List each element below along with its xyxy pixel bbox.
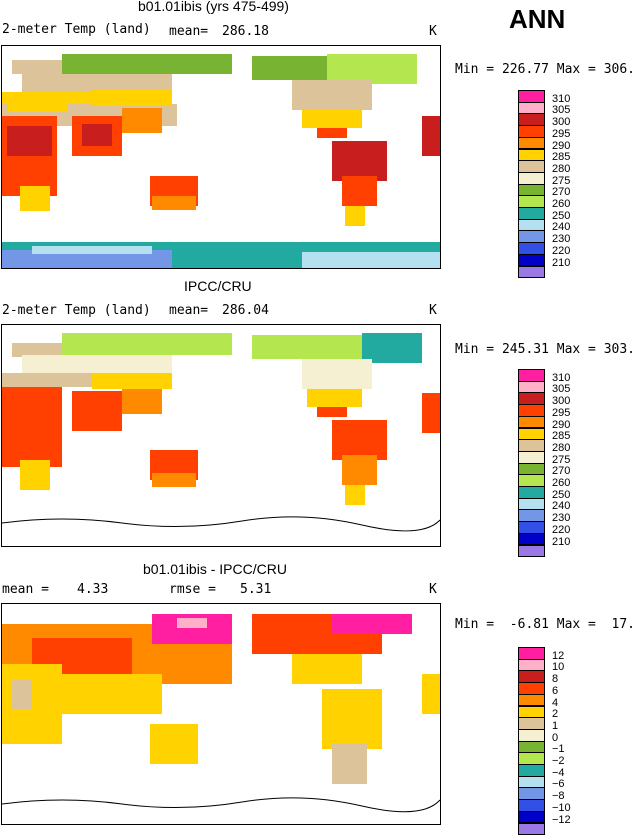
colorbar-label: 310 — [552, 372, 570, 384]
panel3-title: b01.01ibis - IPCC/CRU — [143, 561, 287, 577]
panel3-rmse-value: 5.31 — [240, 582, 271, 597]
colorbar-label: 305 — [552, 383, 570, 395]
panel2-variable-label: 2-meter Temp (land) — [2, 303, 151, 318]
colorbar-label: 10 — [552, 661, 564, 673]
colorbar-label: −2 — [552, 755, 565, 767]
panel3-mean-value: 4.33 — [77, 582, 108, 597]
colorbar-label: 1 — [552, 720, 558, 732]
panel2-units: K — [429, 303, 437, 318]
colorbar-label: −10 — [552, 802, 571, 814]
panel3-map — [1, 603, 441, 825]
colorbar-label: 250 — [552, 210, 570, 222]
colorbar-label: 290 — [552, 419, 570, 431]
colorbar-label: 240 — [552, 500, 570, 512]
colorbar-swatch — [518, 266, 545, 279]
colorbar-label: −12 — [552, 814, 571, 826]
colorbar-label: 210 — [552, 257, 570, 269]
colorbar-label: −4 — [552, 767, 565, 779]
colorbar-label: 0 — [552, 732, 558, 744]
panel1-mean-label: mean= — [169, 24, 208, 39]
colorbar-label: 285 — [552, 430, 570, 442]
panel2-minmax: Min = 245.31 Max = 303.06 — [455, 342, 633, 357]
panel3-minmax: Min = -6.81 Max = 17.41 — [455, 617, 633, 632]
colorbar-swatch — [518, 545, 545, 558]
colorbar-label: 12 — [552, 650, 564, 662]
colorbar-label: 4 — [552, 697, 558, 709]
colorbar-label: 230 — [552, 512, 570, 524]
colorbar-label: 285 — [552, 151, 570, 163]
panel3-mean-label: mean = — [2, 582, 49, 597]
panel1-units: K — [429, 24, 437, 39]
panel3-rmse-label: rmse = — [169, 582, 216, 597]
colorbar-label: 220 — [552, 245, 570, 257]
colorbar-label: 2 — [552, 708, 558, 720]
colorbar-label: 230 — [552, 233, 570, 245]
panel1-map-graphic — [2, 46, 440, 268]
colorbar-label: −1 — [552, 743, 565, 755]
colorbar-label: 240 — [552, 221, 570, 233]
colorbar-label: 305 — [552, 104, 570, 116]
colorbar-label: 295 — [552, 128, 570, 140]
colorbar-label: 275 — [552, 454, 570, 466]
colorbar-label: 300 — [552, 116, 570, 128]
colorbar-label: 260 — [552, 477, 570, 489]
colorbar-label: 310 — [552, 93, 570, 105]
colorbar-label: 270 — [552, 186, 570, 198]
colorbar-label: 220 — [552, 524, 570, 536]
panel1-title: b01.01ibis (yrs 475-499) — [138, 0, 289, 14]
colorbar-label: 275 — [552, 175, 570, 187]
season-label: ANN — [509, 4, 565, 35]
colorbar-label: 210 — [552, 536, 570, 548]
colorbar-label: 280 — [552, 442, 570, 454]
colorbar-label: 290 — [552, 140, 570, 152]
colorbar-label: 8 — [552, 673, 558, 685]
colorbar-label: −8 — [552, 790, 565, 802]
panel2-mean-value: 286.04 — [222, 303, 269, 318]
panel1-minmax: Min = 226.77 Max = 306.71 — [455, 62, 633, 77]
colorbar-swatch — [518, 823, 545, 835]
panel1-map — [1, 45, 441, 269]
colorbar-label: 295 — [552, 407, 570, 419]
colorbar-label: 260 — [552, 198, 570, 210]
panel3-map-graphic — [2, 604, 440, 824]
colorbar-label: 270 — [552, 465, 570, 477]
panel2-title: IPCC/CRU — [184, 278, 252, 294]
colorbar-label: −6 — [552, 778, 565, 790]
panel2-map-graphic — [2, 325, 440, 546]
colorbar-label: 250 — [552, 489, 570, 501]
colorbar-label: 280 — [552, 163, 570, 175]
panel2-map — [1, 324, 441, 547]
panel1-variable-label: 2-meter Temp (land) — [2, 22, 151, 37]
colorbar-label: 6 — [552, 685, 558, 697]
panel1-mean-value: 286.18 — [222, 24, 269, 39]
colorbar-label: 300 — [552, 395, 570, 407]
panel3-units: K — [429, 582, 437, 597]
panel2-mean-label: mean= — [169, 303, 208, 318]
